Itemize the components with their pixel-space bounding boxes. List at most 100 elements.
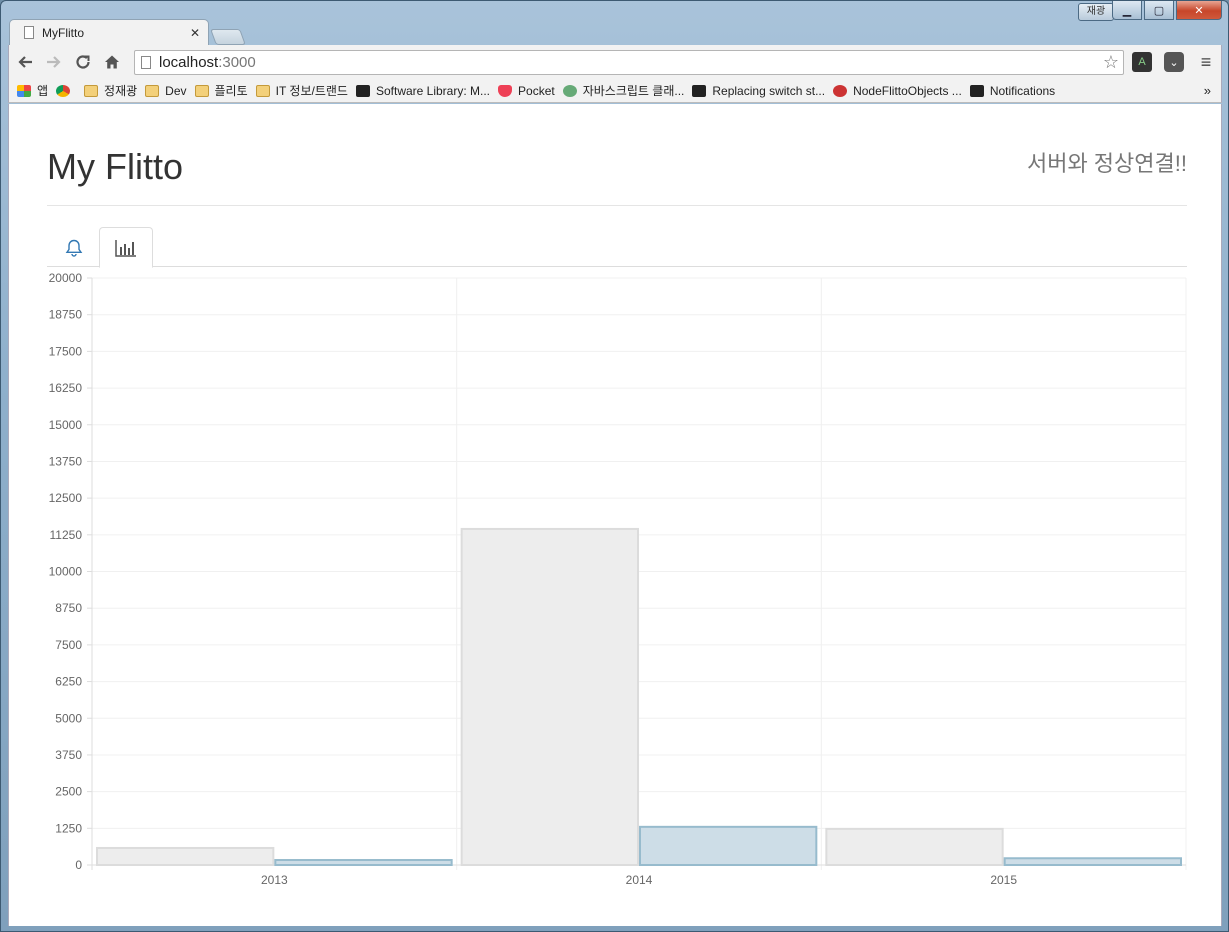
tumblr-icon — [692, 84, 707, 97]
minimize-button[interactable]: ▁ — [1112, 1, 1142, 20]
bookmark-label: Pocket — [518, 83, 555, 98]
x-tick-label: 2014 — [626, 873, 653, 887]
y-tick-label: 16250 — [49, 381, 83, 395]
y-tick-label: 13750 — [49, 454, 83, 468]
bar — [96, 846, 275, 866]
new-tab-button[interactable] — [210, 29, 246, 45]
bell-icon — [65, 239, 83, 257]
y-tick-label: 0 — [75, 858, 82, 872]
bookmark-item[interactable]: Replacing switch st... — [692, 84, 825, 98]
bookmarks-bar: 앱 정재광 Dev 플리토 IT 정보/트랜드 Software Library: M..… — [8, 79, 1222, 103]
bar — [274, 859, 453, 866]
y-tick-label: 17500 — [49, 344, 83, 358]
bookmark-item[interactable] — [56, 84, 76, 97]
bar — [460, 527, 639, 866]
bookmark-item[interactable]: Software Library: M... — [355, 83, 491, 98]
bookmark-item[interactable]: Dev — [145, 83, 187, 98]
bookmark-star-icon[interactable]: ☆ — [1102, 52, 1119, 72]
tab-close-icon[interactable]: ✕ — [189, 26, 200, 40]
folder-icon — [194, 84, 209, 97]
bookmark-label: Dev — [165, 83, 187, 98]
bookmark-item[interactable]: Pocket — [498, 84, 555, 98]
home-icon — [105, 55, 119, 69]
bookmark-label: 자바스크립트 클래... — [582, 84, 685, 98]
bookmark-label: 플리토 — [214, 84, 248, 98]
y-tick-label: 10000 — [49, 565, 83, 579]
bar — [1003, 857, 1183, 867]
bookmark-label: 앱 — [37, 84, 49, 98]
y-tick-label: 6250 — [55, 675, 82, 689]
x-tick-label: 2015 — [990, 873, 1017, 887]
chrome-icon — [56, 84, 71, 97]
nav-tabs — [47, 224, 1187, 268]
bookmark-item[interactable]: IT 정보/트랜드 — [255, 82, 348, 99]
back-button[interactable] — [12, 49, 38, 75]
bar-chart: 0 1250 2500 3750 5000 6250 7500 8750 10000 11250 1… — [49, 271, 1187, 887]
pocket-extension-icon[interactable]: ⌄ — [1164, 52, 1184, 72]
menu-icon[interactable]: ≡ — [1200, 51, 1212, 72]
close-window-button[interactable]: ✕ — [1176, 1, 1222, 20]
bookmark-label: Replacing switch st... — [712, 83, 826, 98]
x-tick-label: 2013 — [261, 873, 288, 887]
bookmark-item[interactable]: NodeFlittoObjects ... — [833, 84, 962, 98]
bar-chart-icon — [115, 239, 136, 257]
tab-strip: MyFlitto ✕ — [9, 19, 246, 45]
page-icon — [141, 56, 151, 69]
page-icon — [24, 26, 34, 39]
reload-icon — [76, 55, 90, 69]
folder-icon — [145, 84, 160, 97]
forward-arrow-icon — [47, 56, 61, 68]
page-content: My Flitto 서버와 정상연결!! 0 1250 2500 37 — [8, 104, 1222, 926]
paw-icon — [833, 84, 848, 97]
y-tick-label: 1250 — [55, 821, 82, 835]
bookmark-label: Software Library: M... — [375, 83, 491, 98]
pocket-icon — [498, 84, 513, 97]
window-controls: ▁ ▢ ✕ — [1112, 1, 1222, 20]
y-tick-label: 15000 — [49, 418, 83, 432]
url-port: :3000 — [218, 54, 256, 71]
bookmark-label: IT 정보/트랜드 — [275, 84, 348, 98]
page-title: My Flitto — [47, 146, 184, 187]
bookmark-item[interactable]: 자바스크립트 클래... — [562, 82, 685, 99]
bookmark-item[interactable]: 앱 — [17, 82, 48, 99]
bar — [825, 827, 1004, 866]
back-arrow-icon — [18, 56, 32, 68]
extension-a-icon[interactable]: A — [1132, 52, 1152, 72]
maximize-button[interactable]: ▢ — [1144, 1, 1174, 20]
forward-button[interactable] — [41, 49, 67, 75]
y-tick-label: 7500 — [55, 638, 82, 652]
tab-chart[interactable] — [99, 227, 153, 268]
y-tick-label: 3750 — [55, 748, 82, 762]
bookmarks-overflow-button[interactable]: » — [1203, 83, 1211, 98]
ih-icon — [969, 84, 984, 97]
archive-icon — [355, 84, 370, 97]
y-tick-label: 11250 — [50, 528, 83, 542]
folder-icon — [255, 84, 270, 97]
url-host: localhost — [159, 54, 219, 71]
y-tick-label: 2500 — [55, 785, 82, 799]
connection-status: 서버와 정상연결!! — [1026, 151, 1187, 176]
apps-grid-icon — [17, 84, 31, 97]
reload-button[interactable] — [70, 49, 96, 75]
y-tick-label: 5000 — [55, 711, 82, 725]
bookmark-item[interactable]: Notifications — [969, 83, 1056, 98]
browser-toolbar: localhost:3000 ☆ A ⌄ ≡ — [8, 45, 1222, 79]
bookmark-item[interactable]: 플리토 — [194, 82, 248, 99]
bookmark-item[interactable]: 정재광 — [84, 82, 137, 99]
home-button[interactable] — [99, 49, 125, 75]
bookmark-label: 정재광 — [104, 84, 138, 98]
bar — [639, 825, 818, 866]
page-header: My Flitto 서버와 정상연결!! — [47, 144, 1187, 206]
y-tick-label: 12500 — [49, 491, 83, 505]
tab-notifications[interactable] — [47, 227, 101, 268]
bookmark-label: Notifications — [989, 83, 1056, 98]
y-tick-label: 18750 — [49, 308, 83, 322]
profile-button[interactable]: 재광 — [1078, 3, 1114, 21]
folder-icon — [84, 84, 99, 97]
browser-tab[interactable]: MyFlitto ✕ — [9, 19, 209, 45]
y-tick-label: 20000 — [49, 271, 83, 285]
y-tick-label: 8750 — [55, 601, 82, 615]
tab-title: MyFlitto — [42, 25, 84, 40]
address-bar[interactable]: localhost:3000 ☆ — [134, 50, 1124, 75]
